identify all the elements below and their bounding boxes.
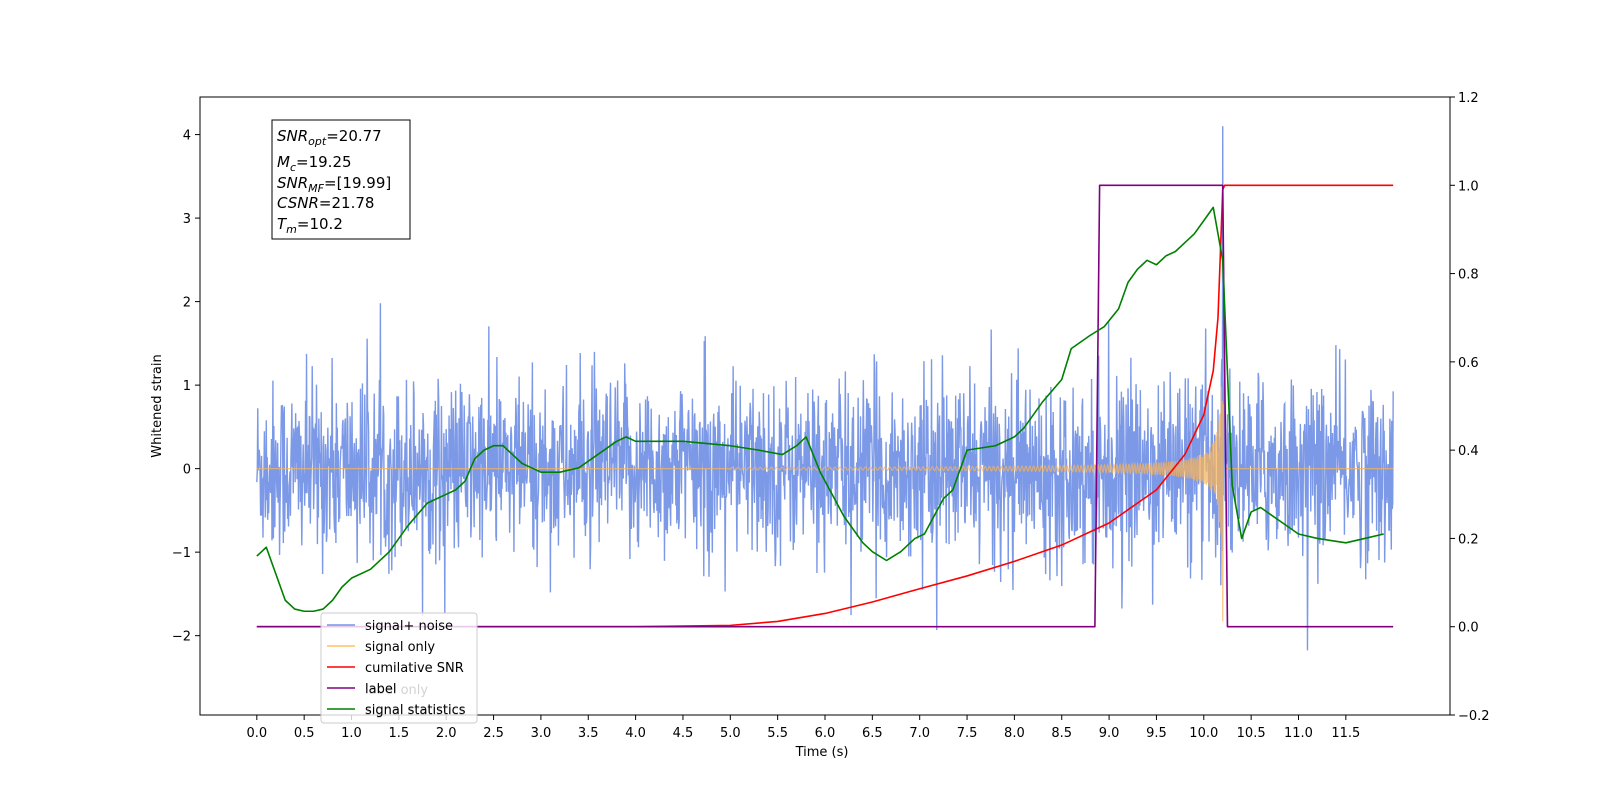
x-tick-label: 6.0: [815, 726, 836, 741]
y-tick-label-left: −2: [172, 630, 191, 645]
info-snr-mf: SNRMF=[19.99]: [277, 174, 391, 195]
y-axis-right: 1.2 1.0 0.8 0.6 0.4 0.2 0.0 −0.2: [1450, 91, 1490, 724]
x-tick-label: 6.5: [862, 726, 883, 741]
info-box-frame: [271, 119, 411, 240]
y-tick-label-right: 1.2: [1458, 91, 1479, 106]
x-axis-label: Time (s): [795, 745, 849, 760]
legend-hidden-label: signal statistics: [365, 704, 466, 719]
y-tick-label-right: −0.2: [1458, 709, 1490, 724]
x-tick-label: 10.5: [1237, 726, 1266, 741]
info-csnr: CSNR=21.78: [277, 194, 374, 212]
x-tick-label: 5.5: [767, 726, 788, 741]
x-axis: 0.0 0.5 1.0 1.5 2.0 2.5 3.0 3.5 4.0 4.5 5.0 5.5 6.0 6…: [246, 715, 1360, 741]
y-tick-label-left: 2: [183, 296, 191, 311]
info-mc-value: 19.25: [309, 153, 352, 171]
legend-hidden-label: label only: [365, 683, 428, 698]
x-tick-label: 7.0: [909, 726, 930, 741]
info-tm: Tm=10.2: [277, 215, 343, 236]
x-tick-label: 0.0: [246, 726, 267, 741]
info-snr-opt: SNRopt=20.77: [277, 127, 382, 148]
legend-label: signal only: [365, 640, 435, 655]
legend-label: label: [365, 682, 396, 697]
y-tick-label-right: 0.4: [1458, 444, 1479, 459]
info-snr-opt-value: 20.77: [339, 127, 382, 145]
y-tick-label-left: 0: [183, 463, 191, 478]
x-tick-label: 8.5: [1051, 726, 1072, 741]
signal-only-line: [256, 386, 1394, 622]
cumulative-snr-line: [256, 184, 1394, 628]
y-tick-label-left: 1: [183, 379, 191, 394]
legend-label: signal+ noise: [365, 619, 453, 634]
info-snr-mf-value: [19.99]: [337, 174, 392, 192]
x-tick-label: 11.5: [1331, 726, 1360, 741]
x-tick-label: 11.0: [1284, 726, 1313, 741]
legend-label: signal statistics: [365, 703, 466, 718]
x-tick-label: 3.5: [578, 726, 599, 741]
legend-frame: [320, 612, 478, 724]
y-tick-label-left: 3: [183, 212, 191, 227]
x-tick-label: 7.5: [957, 726, 978, 741]
x-tick-label: 1.5: [389, 726, 410, 741]
y-tick-label-right: 0.2: [1458, 532, 1479, 547]
info-mc: Mc=19.25: [277, 153, 352, 174]
x-tick-label: 10.0: [1189, 726, 1218, 741]
y-tick-label-right: 0.8: [1458, 268, 1479, 283]
legend: signal+ noise signal only cumilative SNR la…: [320, 612, 478, 724]
y-tick-label-right: 0.0: [1458, 621, 1479, 636]
y-tick-label-left: −1: [172, 546, 191, 561]
y-tick-label-right: 0.6: [1458, 356, 1479, 371]
x-tick-label: 5.0: [720, 726, 741, 741]
signal-noise-line: [256, 126, 1394, 651]
y-tick-label-left: 4: [183, 129, 191, 144]
x-tick-label: 3.0: [531, 726, 552, 741]
x-tick-label: 0.5: [294, 726, 315, 741]
label-line: [256, 184, 1394, 628]
x-tick-label: 2.0: [436, 726, 457, 741]
y-tick-label-right: 1.0: [1458, 179, 1479, 194]
x-tick-label: 4.0: [625, 726, 646, 741]
info-tm-value: 10.2: [309, 215, 342, 233]
series-signal-noise: [256, 126, 1394, 651]
legend-label: cumilative SNR: [365, 661, 464, 676]
y-axis-left: 4 3 2 1 0 −1 −2: [172, 129, 200, 645]
signal-statistics-line: [256, 206, 1384, 613]
x-tick-label: 2.5: [483, 726, 504, 741]
info-box: SNRopt=20.77 Mc=19.25 SNRMF=[19.99] CSNR…: [271, 119, 411, 240]
series-signal-only: [256, 386, 1394, 622]
x-tick-label: 8.0: [1004, 726, 1025, 741]
x-tick-label: 9.5: [1146, 726, 1167, 741]
info-csnr-value: 21.78: [332, 194, 375, 212]
x-tick-label: 1.0: [341, 726, 362, 741]
x-tick-label: 4.5: [673, 726, 694, 741]
series-lines: [256, 184, 1394, 628]
y-axis-label: Whitened strain: [150, 354, 165, 457]
x-tick-label: 9.0: [1099, 726, 1120, 741]
